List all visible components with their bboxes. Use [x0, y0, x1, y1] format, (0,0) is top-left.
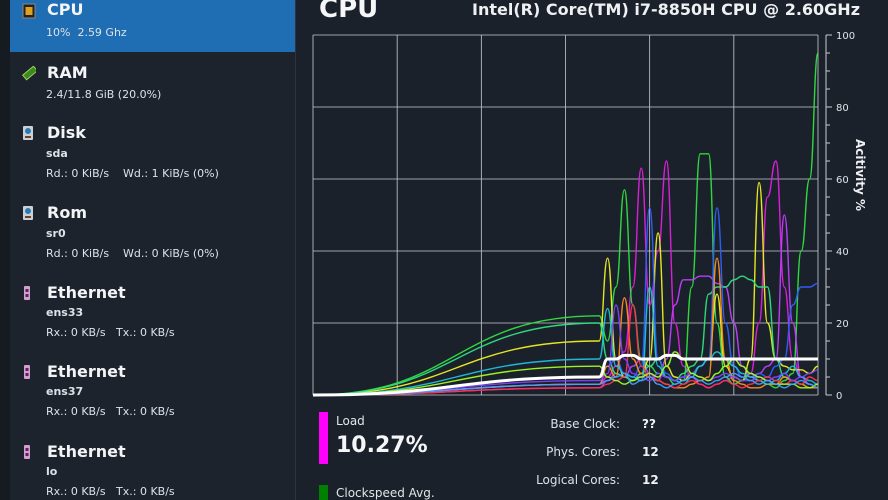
- clock-color-bar: [319, 485, 328, 500]
- item-device: ens33: [46, 306, 84, 319]
- load-value: 10.27%: [336, 433, 428, 458]
- item-device: lo: [46, 465, 58, 478]
- item-sub: 10% 2.59 Ghz: [46, 26, 127, 39]
- item-device: sr0: [46, 227, 66, 240]
- sidebar-item-ethernet-lo[interactable]: Ethernet lo Rx.: 0 KB/s Tx.: 0 KB/s: [10, 439, 295, 500]
- window-edge: [0, 0, 10, 500]
- logical-cores-value: 12: [642, 473, 659, 487]
- y-tick-label: 60: [836, 175, 849, 186]
- cpu-chip-icon: [22, 3, 36, 19]
- load-color-bar: [319, 412, 328, 464]
- y-tick-label: 20: [836, 319, 849, 330]
- y-tick-label: 40: [836, 247, 849, 258]
- base-clock-value: ??: [642, 417, 656, 431]
- hard-disk-icon: [23, 126, 33, 140]
- load-label: Load: [336, 414, 365, 428]
- cpu-activity-chart: 0 20 40 60 80 100 Acitivity %: [312, 31, 867, 402]
- sidebar-item-rom[interactable]: Rom sr0 Rd.: 0 KiB/s Wd.: 0 KiB/s (0%): [10, 200, 295, 275]
- phys-cores-value: 12: [642, 445, 659, 459]
- item-name: Rom: [47, 203, 87, 222]
- logical-cores-label: Logical Cores:: [536, 473, 620, 487]
- ethernet-icon: [24, 365, 30, 379]
- core-series-line-8: [312, 286, 819, 396]
- item-sub: Rx.: 0 KB/s Tx.: 0 KB/s: [46, 485, 175, 498]
- y-axis-label: Acitivity %: [853, 139, 867, 211]
- y-tick-label: 80: [836, 103, 849, 114]
- cpu-model: Intel(R) Core(TM) i7-8850H CPU @ 2.60GHz: [471, 0, 860, 19]
- item-device: ens37: [46, 385, 84, 398]
- core-series-line-2: [312, 52, 819, 396]
- hard-disk-icon: [23, 206, 33, 220]
- item-sub: Rd.: 0 KiB/s Wd.: 0 KiB/s (0%): [46, 247, 219, 260]
- base-clock-label: Base Clock:: [550, 417, 620, 431]
- item-device: sda: [46, 147, 68, 160]
- core-series-line-9: [312, 304, 819, 396]
- core-series-line-12: [312, 372, 819, 396]
- item-name: CPU: [47, 0, 84, 19]
- page-title: CPU: [319, 0, 379, 24]
- sidebar-item-ram[interactable]: RAM 2.4/11.8 GiB (20.0%): [10, 60, 295, 110]
- ethernet-icon: [24, 445, 30, 459]
- item-sub: 2.4/11.8 GiB (20.0%): [46, 88, 162, 101]
- sidebar-item-cpu[interactable]: CPU 10% 2.59 Ghz: [10, 0, 295, 52]
- item-sub: Rx.: 0 KB/s Tx.: 0 KB/s: [46, 405, 175, 418]
- phys-cores-label: Phys. Cores:: [546, 445, 620, 459]
- item-name: Ethernet: [47, 283, 126, 302]
- item-name: Ethernet: [47, 442, 126, 461]
- clock-label: Clockspeed Avg.: [336, 486, 435, 500]
- y-tick-label: 0: [836, 391, 842, 402]
- y-tick-label: 100: [836, 31, 855, 42]
- item-sub: Rd.: 0 KiB/s Wd.: 1 KiB/s (0%): [46, 167, 219, 180]
- sidebar-item-disk[interactable]: Disk sda Rd.: 0 KiB/s Wd.: 1 KiB/s (0%): [10, 120, 295, 195]
- total-load-line: [312, 353, 818, 397]
- sidebar-item-ethernet-ens33[interactable]: Ethernet ens33 Rx.: 0 KB/s Tx.: 0 KB/s: [10, 280, 295, 355]
- ram-module-icon: [22, 66, 36, 81]
- item-sub: Rx.: 0 KB/s Tx.: 0 KB/s: [46, 326, 175, 339]
- item-name: RAM: [47, 63, 88, 82]
- ethernet-icon: [24, 286, 30, 300]
- item-name: Disk: [47, 123, 86, 142]
- sidebar-item-ethernet-ens37[interactable]: Ethernet ens37 Rx.: 0 KB/s Tx.: 0 KB/s: [10, 359, 295, 434]
- core-series-line-11: [312, 351, 819, 396]
- sidebar: CPU 10% 2.59 Ghz RAM 2.4/11.8 GiB (20.0%…: [10, 0, 296, 500]
- item-name: Ethernet: [47, 362, 126, 381]
